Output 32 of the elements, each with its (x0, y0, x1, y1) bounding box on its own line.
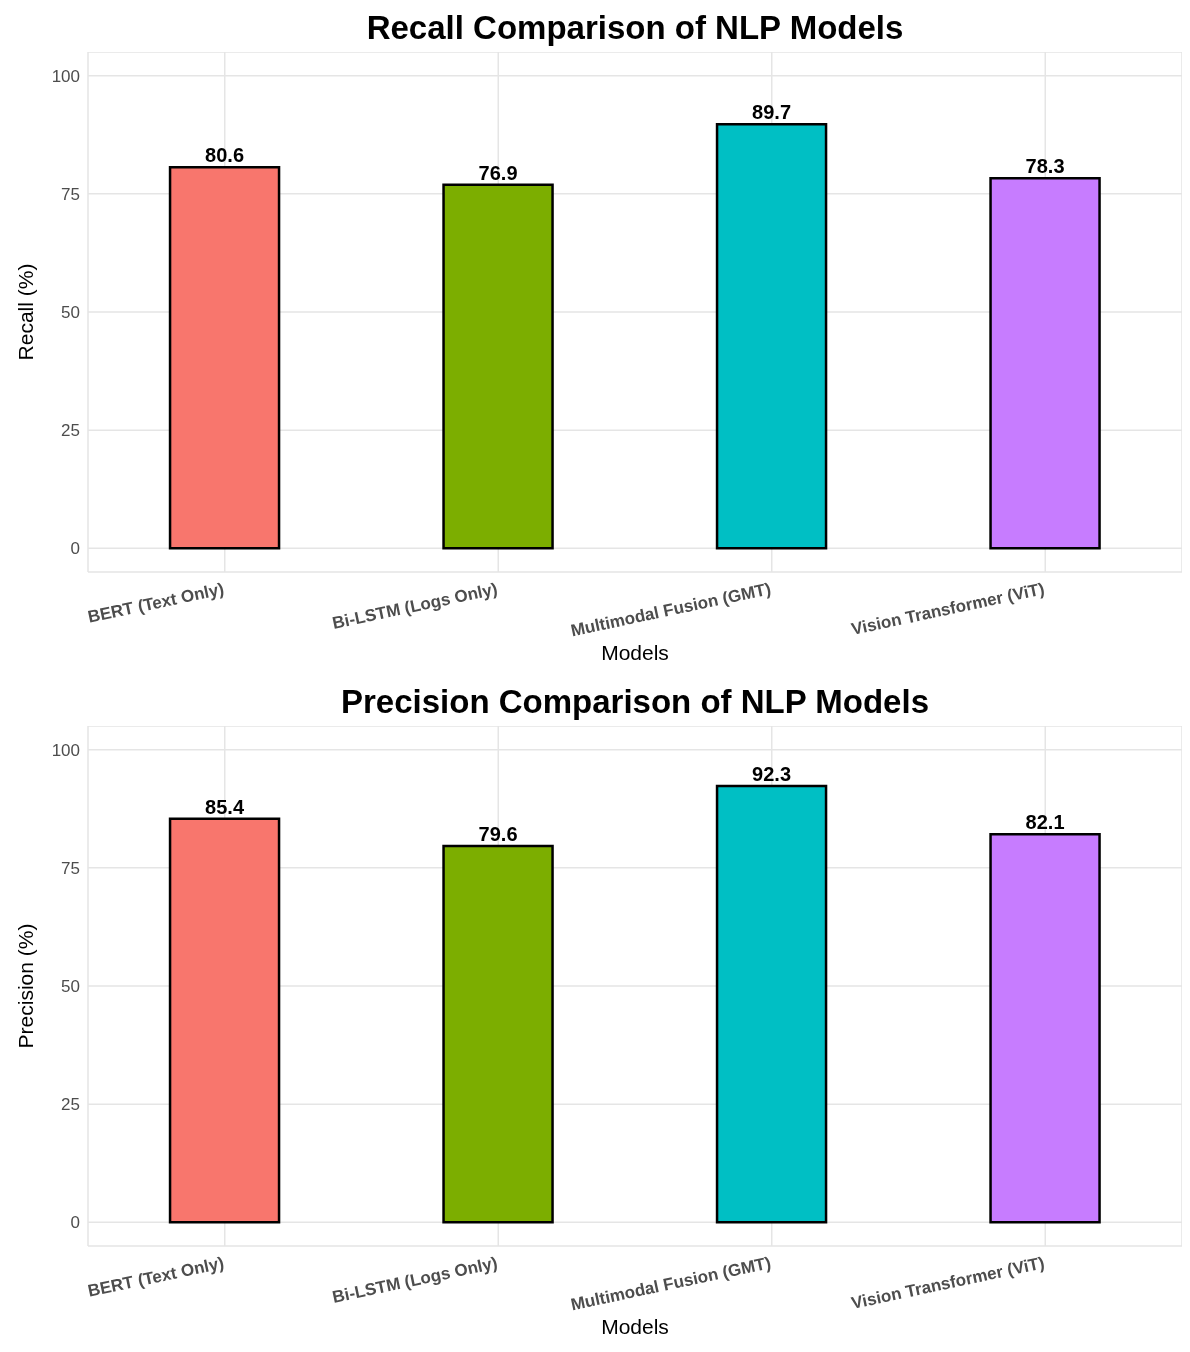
y-axis-title: Precision (%) (14, 923, 38, 1049)
y-tick-label: 100 (51, 740, 80, 760)
x-tick-label: BERT (Text Only) (86, 1253, 226, 1301)
y-tick-label: 75 (61, 858, 80, 878)
x-tick-label: Bi-LSTM (Logs Only) (330, 579, 500, 633)
bar (168, 817, 281, 1224)
bar (442, 844, 554, 1224)
bar (715, 784, 828, 1224)
bar (989, 833, 1101, 1224)
x-tick-label: BERT (Text Only) (86, 579, 226, 627)
data-label: 78.3 (1025, 155, 1065, 178)
y-tick-label: 75 (61, 184, 80, 204)
data-label: 79.6 (478, 823, 518, 846)
data-label: 85.4 (205, 795, 245, 818)
data-label: 80.6 (205, 144, 245, 167)
y-tick-label: 0 (70, 539, 80, 559)
y-tick-label: 50 (61, 303, 80, 323)
y-tick-label: 0 (70, 1213, 80, 1233)
x-axis-title: Models (601, 641, 669, 664)
y-tick-label: 25 (61, 421, 80, 441)
y-axis-title: Recall (%) (14, 263, 38, 361)
data-label: 82.1 (1025, 811, 1065, 834)
y-tick-label: 25 (61, 1095, 80, 1115)
chart-title: Precision Comparison of NLP Models (340, 682, 930, 722)
x-axis-title: Models (601, 1315, 669, 1338)
y-tick-label: 100 (51, 66, 80, 86)
chart-title: Recall Comparison of NLP Models (365, 8, 905, 48)
data-label: 92.3 (752, 763, 792, 786)
data-label: 76.9 (478, 161, 518, 184)
y-tick-label: 50 (61, 977, 80, 997)
data-label: 89.7 (752, 101, 792, 124)
x-tick-label: Bi-LSTM (Logs Only) (330, 1253, 500, 1307)
